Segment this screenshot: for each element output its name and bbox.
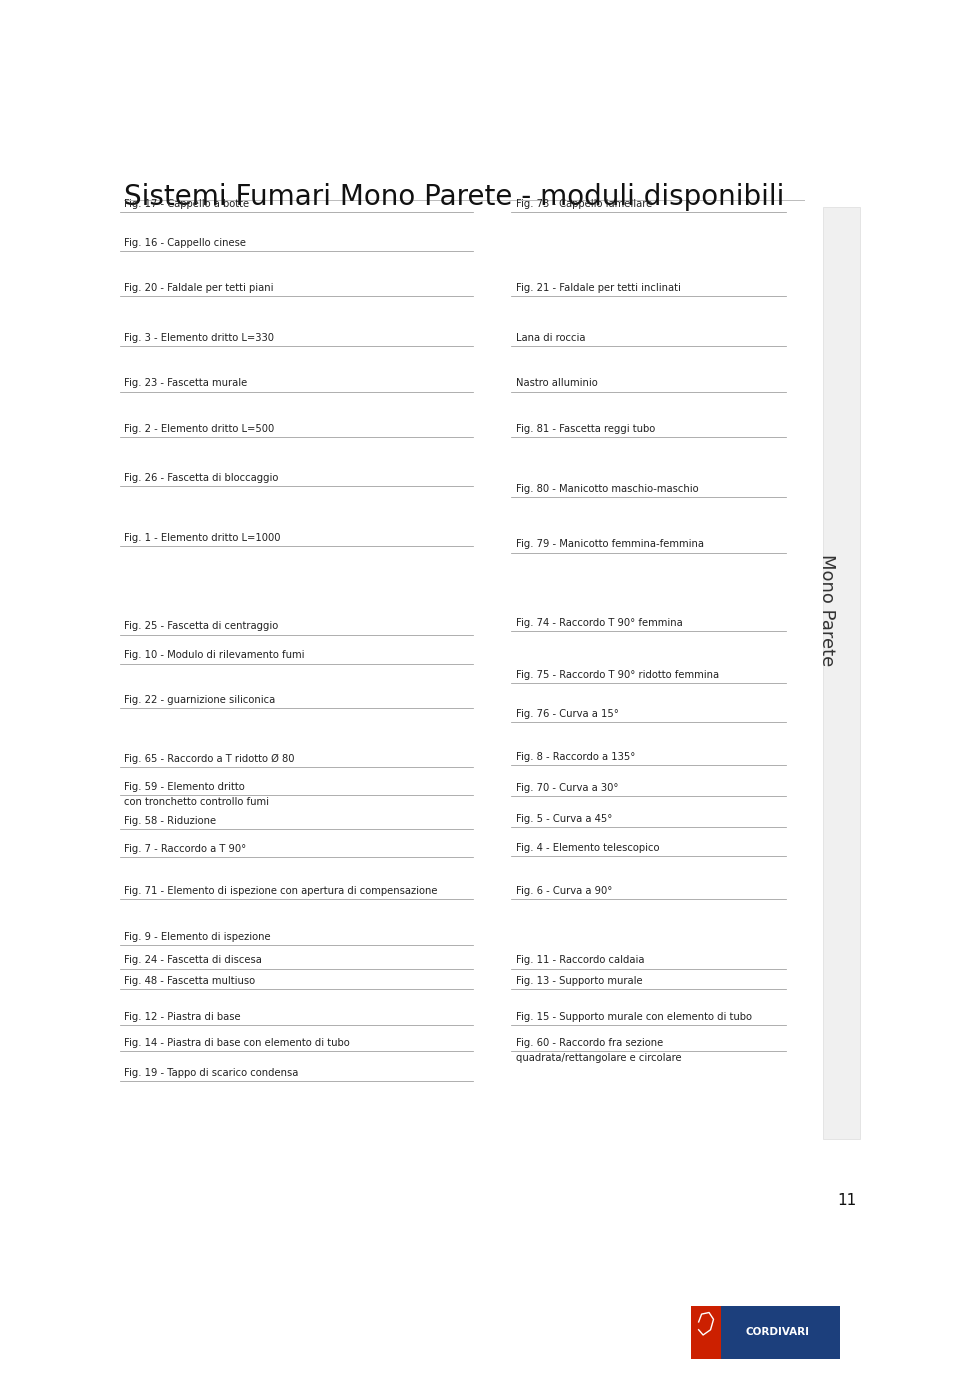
Text: Fig. 76 - Curva a 15°: Fig. 76 - Curva a 15° — [516, 708, 618, 719]
Text: 11: 11 — [837, 1194, 856, 1209]
FancyBboxPatch shape — [691, 1306, 721, 1358]
Text: Fig. 65 - Raccordo a T ridotto Ø 80: Fig. 65 - Raccordo a T ridotto Ø 80 — [124, 754, 294, 765]
Text: Fig. 74 - Raccordo T 90° femmina: Fig. 74 - Raccordo T 90° femmina — [516, 617, 683, 627]
Text: Lana di roccia: Lana di roccia — [516, 333, 586, 342]
FancyBboxPatch shape — [718, 1306, 840, 1358]
Text: Fig. 9 - Elemento di ispezione: Fig. 9 - Elemento di ispezione — [124, 932, 271, 942]
Text: Fig. 26 - Fascetta di bloccaggio: Fig. 26 - Fascetta di bloccaggio — [124, 473, 278, 483]
Text: CORDIVARI: CORDIVARI — [746, 1327, 809, 1338]
Text: Fig. 3 - Elemento dritto L=330: Fig. 3 - Elemento dritto L=330 — [124, 333, 274, 342]
Text: con tronchetto controllo fumi: con tronchetto controllo fumi — [124, 796, 269, 807]
Text: Fig. 25 - Fascetta di centraggio: Fig. 25 - Fascetta di centraggio — [124, 622, 278, 631]
Text: Fig. 48 - Fascetta multiuso: Fig. 48 - Fascetta multiuso — [124, 975, 254, 986]
Text: Fig. 58 - Riduzione: Fig. 58 - Riduzione — [124, 815, 216, 825]
Text: Fig. 80 - Manicotto maschio-maschio: Fig. 80 - Manicotto maschio-maschio — [516, 484, 699, 494]
Text: quadrata/rettangolare e circolare: quadrata/rettangolare e circolare — [516, 1053, 682, 1063]
Text: Fig. 20 - Faldale per tetti piani: Fig. 20 - Faldale per tetti piani — [124, 283, 274, 293]
Text: Fig. 22 - guarnizione siliconica: Fig. 22 - guarnizione siliconica — [124, 694, 275, 705]
Text: Fig. 4 - Elemento telescopico: Fig. 4 - Elemento telescopico — [516, 843, 660, 852]
Text: Fig. 12 - Piastra di base: Fig. 12 - Piastra di base — [124, 1012, 240, 1022]
Text: Fig. 75 - Raccordo T 90° ridotto femmina: Fig. 75 - Raccordo T 90° ridotto femmina — [516, 670, 719, 679]
Text: Fig. 70 - Curva a 30°: Fig. 70 - Curva a 30° — [516, 782, 618, 793]
Text: Fig. 73 - Cappello lamellare: Fig. 73 - Cappello lamellare — [516, 199, 652, 209]
Text: Fig. 19 - Tappo di scarico condensa: Fig. 19 - Tappo di scarico condensa — [124, 1067, 299, 1078]
Text: Fig. 81 - Fascetta reggi tubo: Fig. 81 - Fascetta reggi tubo — [516, 424, 655, 434]
Text: Nastro alluminio: Nastro alluminio — [516, 378, 597, 388]
Text: Fig. 5 - Curva a 45°: Fig. 5 - Curva a 45° — [516, 814, 612, 824]
Text: Fig. 13 - Supporto murale: Fig. 13 - Supporto murale — [516, 975, 642, 986]
Text: Fig. 14 - Piastra di base con elemento di tubo: Fig. 14 - Piastra di base con elemento d… — [124, 1038, 349, 1048]
Text: Fig. 71 - Elemento di ispezione con apertura di compensazione: Fig. 71 - Elemento di ispezione con aper… — [124, 886, 437, 895]
Text: Mono Parete: Mono Parete — [818, 554, 836, 666]
Text: Fig. 15 - Supporto murale con elemento di tubo: Fig. 15 - Supporto murale con elemento d… — [516, 1012, 752, 1022]
Bar — [823, 208, 860, 1138]
Text: Fig. 8 - Raccordo a 135°: Fig. 8 - Raccordo a 135° — [516, 752, 636, 762]
Text: Fig. 17 - Cappello a botte: Fig. 17 - Cappello a botte — [124, 199, 249, 209]
Text: Fig. 11 - Raccordo caldaia: Fig. 11 - Raccordo caldaia — [516, 956, 644, 965]
Text: Fig. 10 - Modulo di rilevamento fumi: Fig. 10 - Modulo di rilevamento fumi — [124, 650, 304, 660]
Text: Fig. 7 - Raccordo a T 90°: Fig. 7 - Raccordo a T 90° — [124, 844, 246, 854]
Text: Sistemi Fumari Mono Parete - moduli disponibili: Sistemi Fumari Mono Parete - moduli disp… — [124, 183, 784, 210]
Text: Fig. 2 - Elemento dritto L=500: Fig. 2 - Elemento dritto L=500 — [124, 424, 274, 434]
Text: Fig. 6 - Curva a 90°: Fig. 6 - Curva a 90° — [516, 886, 612, 895]
Text: Fig. 16 - Cappello cinese: Fig. 16 - Cappello cinese — [124, 238, 246, 247]
Text: Fig. 24 - Fascetta di discesa: Fig. 24 - Fascetta di discesa — [124, 956, 261, 965]
Text: Fig. 60 - Raccordo fra sezione: Fig. 60 - Raccordo fra sezione — [516, 1038, 663, 1048]
Text: Fig. 59 - Elemento dritto: Fig. 59 - Elemento dritto — [124, 782, 245, 792]
Text: Fig. 23 - Fascetta murale: Fig. 23 - Fascetta murale — [124, 378, 247, 388]
Text: Fig. 79 - Manicotto femmina-femmina: Fig. 79 - Manicotto femmina-femmina — [516, 539, 704, 550]
Text: Fig. 21 - Faldale per tetti inclinati: Fig. 21 - Faldale per tetti inclinati — [516, 283, 681, 293]
Text: Fig. 1 - Elemento dritto L=1000: Fig. 1 - Elemento dritto L=1000 — [124, 534, 280, 543]
